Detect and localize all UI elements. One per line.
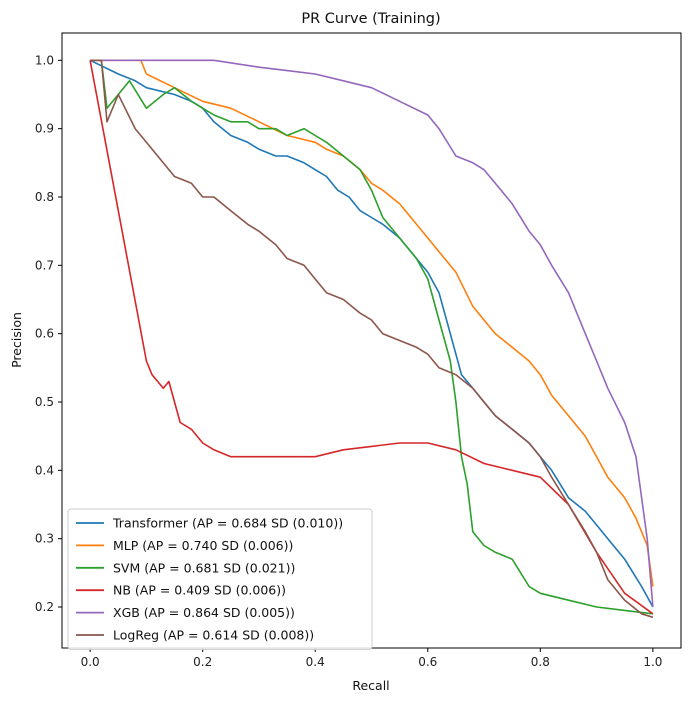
series-line-4	[90, 59, 654, 608]
x-tick-label: 0.2	[193, 655, 212, 669]
y-axis: 0.2 0.3 0.4 0.5 0.6 0.7 0.8 0.9 1.0	[35, 53, 62, 614]
x-tick-label: 0.4	[306, 655, 325, 669]
x-axis: 0.0 0.2 0.4 0.6 0.8 1.0	[81, 648, 662, 669]
y-tick-label: 0.2	[35, 600, 54, 614]
legend-label-4: XGB (AP = 0.864 SD (0.005))	[113, 605, 295, 620]
x-tick-label: 1.0	[643, 655, 662, 669]
x-tick-label: 0.6	[418, 655, 437, 669]
series-line-1	[90, 59, 654, 587]
x-tick-label: 0.8	[531, 655, 550, 669]
legend-label-5: LogReg (AP = 0.614 SD (0.008))	[113, 628, 314, 643]
legend-box	[67, 508, 373, 650]
legend-label-3: NB (AP = 0.409 SD (0.006))	[113, 583, 286, 598]
legend-label-1: MLP (AP = 0.740 SD (0.006))	[113, 538, 293, 553]
y-tick-label: 0.7	[35, 258, 54, 272]
legend-label-2: SVM (AP = 0.681 SD (0.021))	[113, 560, 295, 575]
y-tick-label: 0.8	[35, 190, 54, 204]
series-line-5	[90, 59, 654, 619]
y-tick-label: 0.5	[35, 395, 54, 409]
y-tick-label: 0.6	[35, 327, 54, 341]
x-tick-label: 0.0	[81, 655, 100, 669]
y-tick-label: 0.4	[35, 463, 54, 477]
y-tick-label: 1.0	[35, 53, 54, 67]
series-layer	[89, 59, 654, 619]
series-line-0	[89, 59, 654, 608]
y-axis-label: Precision	[9, 312, 24, 368]
y-tick-label: 0.9	[35, 122, 54, 136]
y-tick-label: 0.3	[35, 532, 54, 546]
legend-label-0: Transformer (AP = 0.684 SD (0.010))	[112, 516, 343, 531]
legend: Transformer (AP = 0.684 SD (0.010)) MLP (…	[67, 508, 373, 650]
series-line-2	[90, 59, 653, 615]
x-axis-label: Recall	[352, 678, 389, 693]
series-line-3	[89, 60, 654, 615]
chart-title: PR Curve (Training)	[301, 11, 440, 27]
